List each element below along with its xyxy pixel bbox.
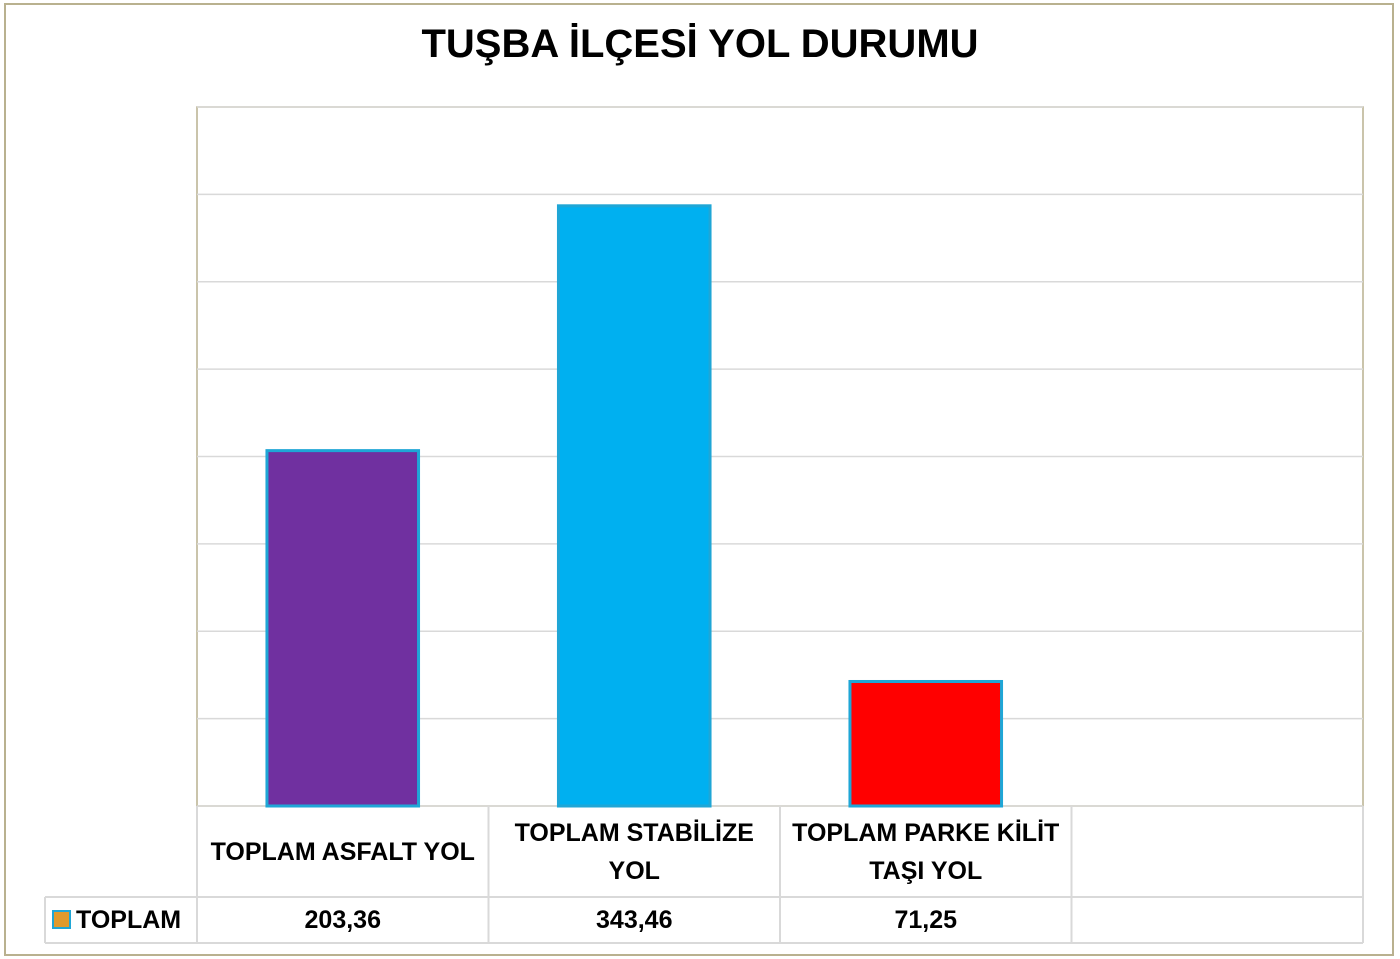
legend-key <box>52 910 71 929</box>
chart-title: TUŞBA İLÇESİ YOL DURUMU <box>421 22 979 66</box>
x-tick-label: TOPLAM STABİLİZE YOL <box>514 818 754 885</box>
data-table-value: 203,36 <box>304 906 381 934</box>
bar <box>556 204 712 808</box>
x-tick-label: TOPLAM ASFALT YOL <box>210 837 475 866</box>
bar <box>265 449 421 808</box>
data-table-value: 343,46 <box>596 906 673 934</box>
bar <box>848 679 1004 808</box>
data-table-value: 71,25 <box>894 906 958 934</box>
x-tick-label: TOPLAM PARKE KİLİT TAŞI YOL <box>792 818 1060 885</box>
legend-label: TOPLAM <box>76 906 182 934</box>
